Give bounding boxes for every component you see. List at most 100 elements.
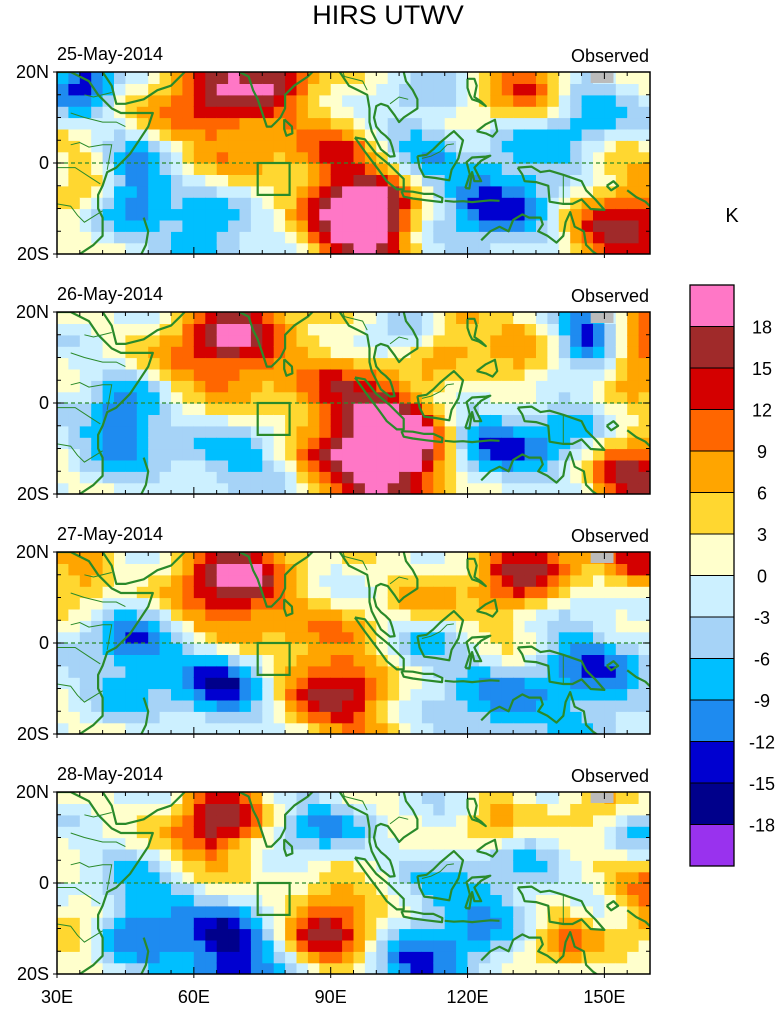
field-cell bbox=[513, 951, 526, 964]
field-cell bbox=[193, 368, 206, 381]
field-cell bbox=[536, 905, 548, 918]
field-cell bbox=[467, 951, 480, 964]
field-cell bbox=[125, 312, 138, 324]
field-cell bbox=[330, 117, 343, 130]
field-cell bbox=[456, 425, 469, 438]
field-cell bbox=[193, 803, 206, 816]
field-cell bbox=[102, 437, 115, 450]
field-cell bbox=[285, 631, 298, 644]
coastline bbox=[516, 165, 606, 211]
field-cell bbox=[159, 860, 172, 873]
field-cell bbox=[159, 163, 172, 175]
field-cell bbox=[490, 151, 503, 164]
field-cell bbox=[68, 563, 81, 576]
field-cell bbox=[570, 94, 583, 107]
field-cell bbox=[638, 482, 650, 494]
field-cell bbox=[148, 140, 161, 153]
field-cell bbox=[342, 425, 355, 438]
field-cell bbox=[593, 586, 605, 599]
field-cell bbox=[285, 219, 298, 232]
field-cell bbox=[433, 711, 446, 724]
panel-date: 27-May-2014 bbox=[57, 524, 163, 544]
box-region bbox=[256, 161, 291, 196]
field-cell bbox=[615, 803, 628, 816]
field-cell bbox=[364, 917, 377, 930]
field-cell bbox=[307, 597, 320, 610]
field-cell bbox=[114, 677, 126, 690]
field-cell bbox=[399, 219, 412, 232]
field-cell bbox=[433, 826, 446, 839]
field-cell bbox=[307, 208, 320, 221]
field-cell bbox=[604, 403, 617, 415]
field-cell bbox=[239, 792, 252, 804]
y-tick-label: 20S bbox=[17, 964, 49, 984]
field-cell bbox=[433, 334, 446, 347]
field-cell bbox=[319, 312, 332, 324]
field-cell bbox=[114, 711, 126, 724]
field-cell bbox=[638, 654, 650, 667]
field-cell bbox=[478, 620, 491, 633]
field-cell bbox=[193, 722, 206, 734]
field-cell bbox=[182, 357, 195, 370]
field-cell bbox=[627, 72, 640, 84]
field-cell bbox=[68, 951, 81, 964]
coastline bbox=[400, 910, 444, 924]
field-cell bbox=[513, 917, 526, 930]
field-cell bbox=[216, 482, 229, 494]
field-cell bbox=[547, 631, 560, 644]
field-cell bbox=[593, 883, 605, 895]
field-cell bbox=[330, 368, 343, 381]
field-cell bbox=[615, 425, 628, 438]
field-cell bbox=[182, 174, 195, 187]
field-cell bbox=[524, 219, 537, 232]
field-cell bbox=[604, 83, 617, 96]
field-cell bbox=[216, 151, 229, 164]
field-cell bbox=[205, 106, 218, 119]
field-cell bbox=[513, 860, 526, 873]
field-cell bbox=[376, 848, 389, 861]
field-cell bbox=[387, 312, 400, 324]
field-cell bbox=[262, 380, 275, 393]
field-cell bbox=[513, 620, 526, 633]
field-cell bbox=[125, 688, 138, 701]
field-cell bbox=[205, 563, 218, 576]
field-cell bbox=[148, 403, 161, 415]
field-cell bbox=[433, 312, 446, 324]
field-cell bbox=[193, 597, 206, 610]
field-cell bbox=[307, 962, 320, 974]
field-cell bbox=[342, 711, 355, 724]
field-cell bbox=[205, 437, 218, 450]
field-cell bbox=[410, 174, 423, 187]
field-cell bbox=[114, 174, 126, 187]
field-cell bbox=[148, 871, 161, 884]
field-cell bbox=[558, 574, 571, 587]
field-cell bbox=[193, 928, 206, 941]
field-cell bbox=[285, 391, 298, 404]
field-cell bbox=[353, 459, 366, 472]
field-cell bbox=[570, 242, 583, 254]
field-cell bbox=[262, 677, 275, 690]
field-cell bbox=[193, 654, 206, 667]
field-cell bbox=[399, 620, 412, 633]
field-cell bbox=[364, 403, 377, 415]
field-cell bbox=[79, 631, 92, 644]
field-cell bbox=[547, 219, 560, 232]
field-cell bbox=[421, 482, 434, 494]
field-cell bbox=[228, 574, 241, 587]
field-cell bbox=[478, 140, 491, 153]
field-cell bbox=[239, 643, 252, 655]
field-cell bbox=[615, 871, 628, 884]
field-cell bbox=[307, 939, 320, 952]
field-cell bbox=[524, 83, 537, 96]
field-cell bbox=[148, 219, 161, 232]
field-cell bbox=[136, 448, 149, 461]
field-cell bbox=[490, 883, 503, 895]
field-cell bbox=[513, 94, 526, 107]
field-cell bbox=[330, 848, 343, 861]
field-cell bbox=[501, 323, 514, 336]
field-cell bbox=[342, 208, 355, 221]
field-cell bbox=[399, 962, 412, 974]
country-border bbox=[84, 572, 112, 578]
field-cell bbox=[524, 437, 537, 450]
field-cell bbox=[433, 448, 446, 461]
